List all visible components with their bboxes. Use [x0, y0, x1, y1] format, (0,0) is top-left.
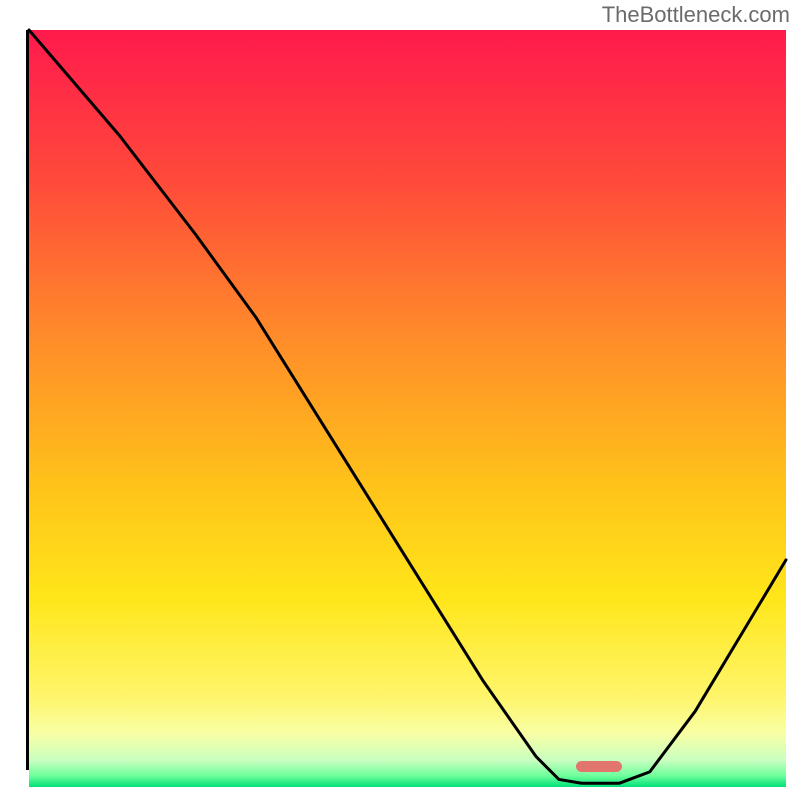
bottleneck-curve — [29, 30, 786, 787]
plot-area — [26, 30, 786, 770]
watermark-text: TheBottleneck.com — [602, 2, 790, 28]
bottleneck-chart: TheBottleneck.com — [0, 0, 800, 800]
optimal-marker — [576, 761, 622, 772]
